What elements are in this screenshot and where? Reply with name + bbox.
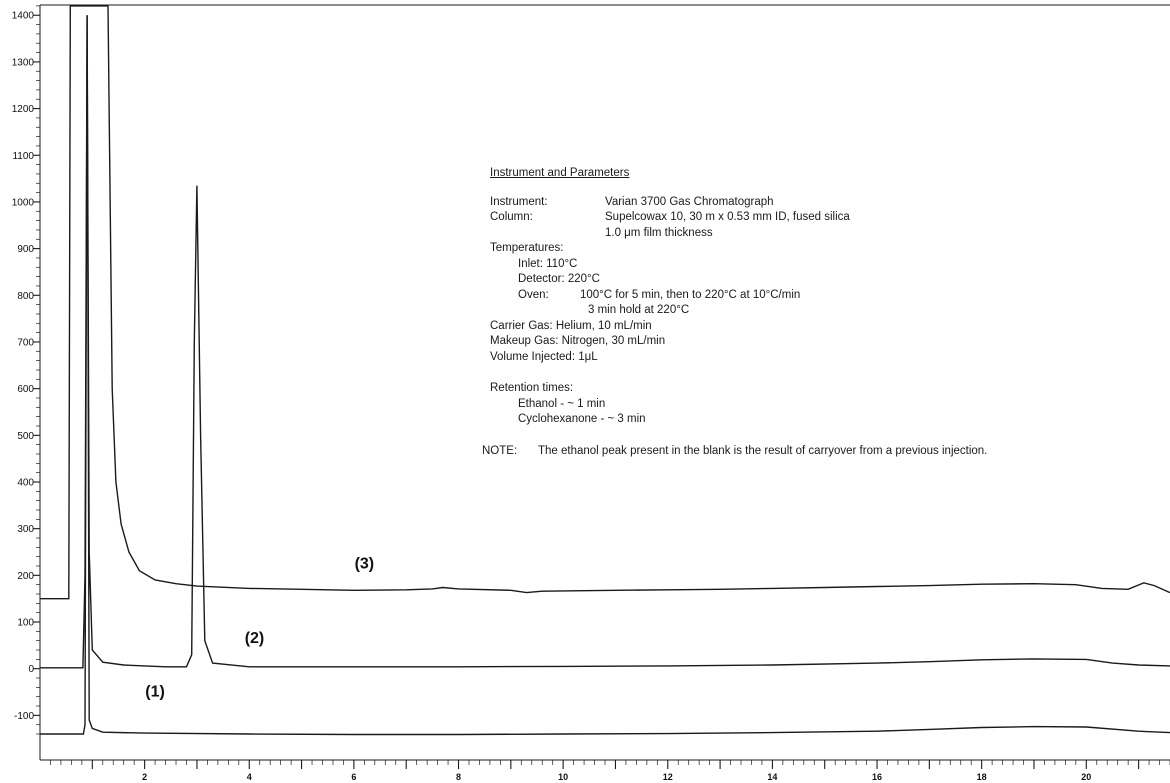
x-axis: 2 4 6 8 10 12 14 16 18 20 [50, 760, 1170, 782]
y-tick-label: 500 [17, 431, 34, 442]
oven-value: 100°C for 5 min, then to 220°C at 10°C/m… [580, 288, 801, 301]
y-tick-label: 200 [17, 571, 34, 582]
trace-label-1: (1) [145, 684, 165, 701]
y-tick-label: 1000 [12, 197, 35, 208]
y-tick-label: 600 [17, 384, 34, 395]
cyclohexanone-retention: Cyclohexanone - ~ 3 min [518, 413, 646, 425]
y-tick-label: 1200 [12, 104, 35, 115]
y-tick-label: 800 [17, 291, 34, 302]
ethanol-retention: Ethanol - ~ 1 min [518, 397, 606, 410]
makeup-gas: Makeup Gas: Nitrogen, 30 mL/min [490, 335, 666, 347]
inlet-temp: Inlet: 110°C [518, 257, 578, 270]
y-tick-label: 1100 [12, 151, 34, 162]
instrument-label: Instrument: [490, 195, 548, 208]
column-label: Column: [490, 211, 533, 223]
retention-label: Retention times: [490, 382, 574, 394]
y-tick-label: 400 [17, 477, 34, 488]
oven-value-2: 3 min hold at 220°C [588, 304, 690, 316]
trace-label-3: (3) [355, 555, 375, 572]
column-value-2: 1.0 μm film thickness [605, 226, 713, 239]
trace-annotations: (1) (2) (3) [145, 555, 374, 700]
x-tick-label: 16 [872, 772, 882, 782]
params-heading: Instrument and Parameters [490, 167, 630, 179]
trace-3 [40, 5, 1170, 600]
trace-2 [40, 15, 1170, 669]
carrier-gas: Carrier Gas: Helium, 10 mL/min [490, 319, 652, 332]
detector-temp: Detector: 220°C [518, 273, 600, 285]
instrument-parameters: Instrument and Parameters Instrument: Va… [482, 166, 1170, 459]
y-tick-label: -100 [14, 711, 34, 722]
x-tick-label: 6 [351, 772, 356, 782]
note-label: NOTE: [482, 444, 518, 457]
note-text: The ethanol peak present in the blank is… [538, 444, 988, 457]
x-tick-label: 18 [977, 772, 987, 782]
y-tick-label: 300 [17, 524, 34, 535]
y-axis: -100 0 100 200 300 400 500 600 700 800 900 1000 1100… [12, 5, 40, 735]
y-tick-label: 100 [17, 618, 34, 629]
volume-injected: Volume Injected: 1μL [490, 350, 598, 363]
x-tick-label: 8 [456, 772, 461, 782]
instrument-value: Varian 3700 Gas Chromatograph [605, 195, 774, 208]
y-tick-label: 900 [17, 244, 34, 255]
temperatures-label: Temperatures: [490, 242, 564, 254]
column-value: Supelcowax 10, 30 m x 0.53 mm ID, fused … [605, 211, 850, 223]
x-tick-label: 10 [558, 772, 568, 782]
y-tick-label: 0 [28, 664, 34, 675]
x-tick-label: 20 [1081, 772, 1091, 782]
y-tick-label: 700 [17, 337, 34, 348]
y-tick-label: 1400 [12, 11, 35, 22]
y-tick-label: 1300 [12, 57, 35, 68]
x-tick-label: 14 [767, 772, 777, 782]
oven-label: Oven: [518, 288, 549, 301]
x-tick-label: 12 [663, 772, 673, 782]
x-tick-label: 4 [247, 772, 252, 782]
x-tick-label: 2 [142, 772, 147, 782]
trace-label-2: (2) [245, 630, 265, 647]
traces [40, 5, 1170, 736]
